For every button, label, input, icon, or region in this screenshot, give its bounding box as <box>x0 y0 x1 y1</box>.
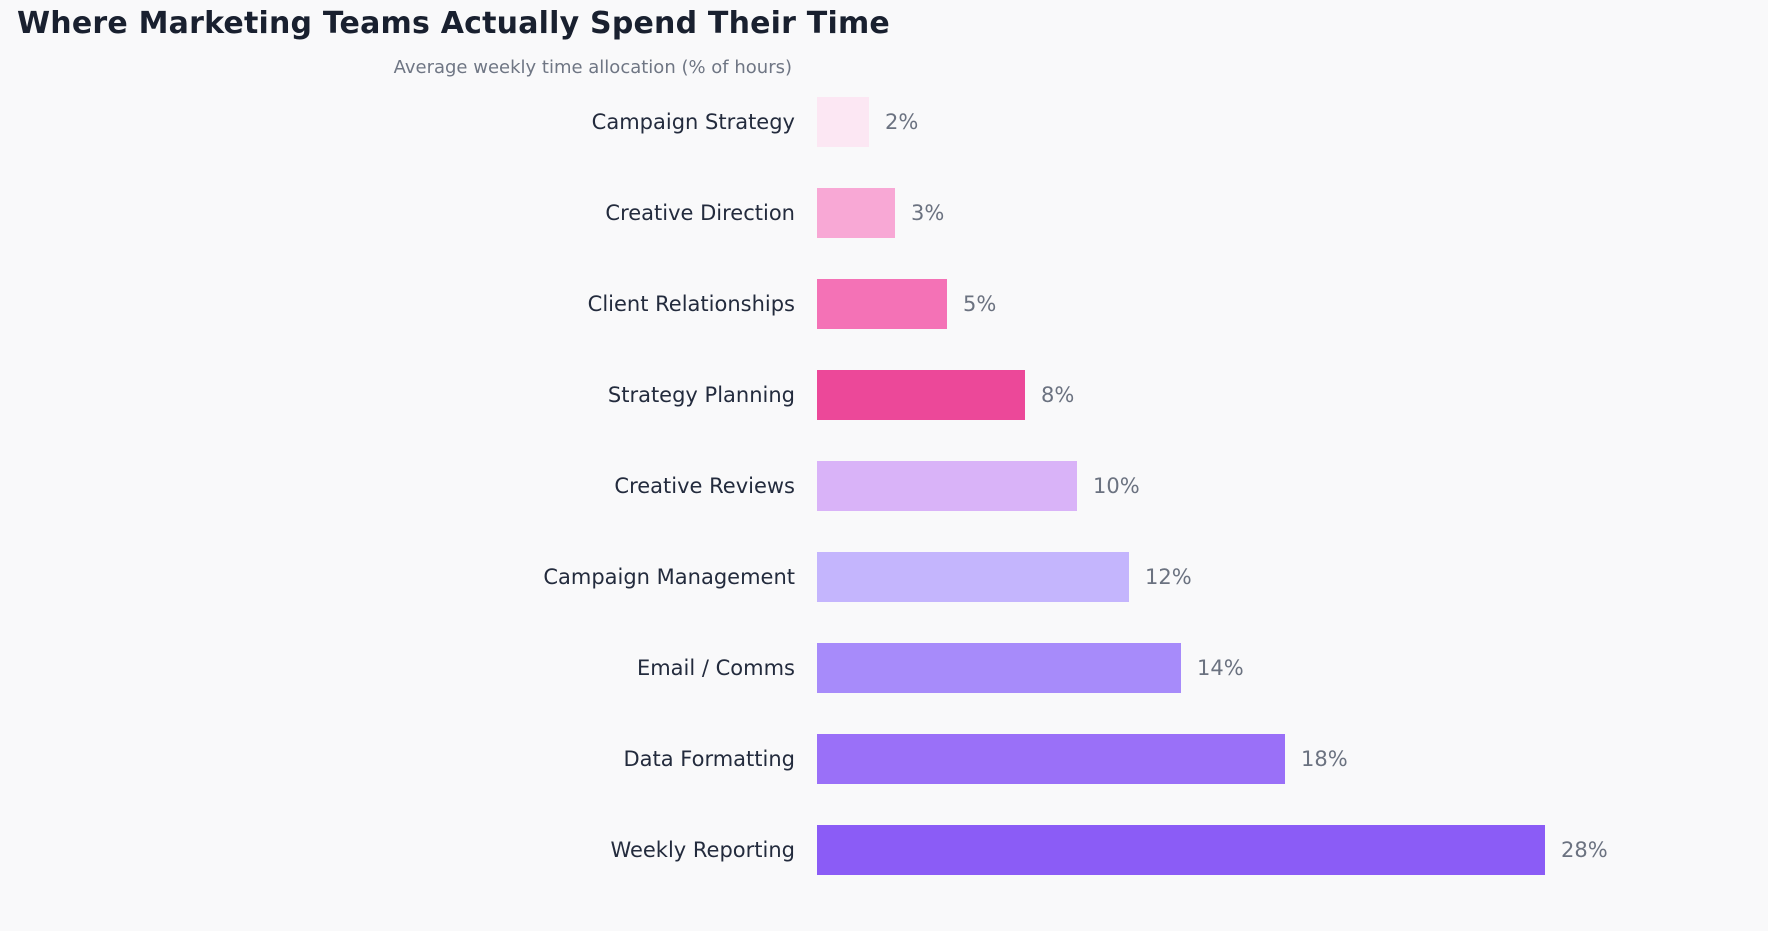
category-label: Client Relationships <box>587 292 795 316</box>
category-label: Strategy Planning <box>607 383 795 407</box>
bar-row: Campaign Strategy 2% <box>0 97 1768 147</box>
value-label: 12% <box>1145 565 1192 589</box>
value-label: 28% <box>1561 838 1608 862</box>
bar-track <box>817 97 869 147</box>
bar-row: Creative Direction 3% <box>0 188 1768 238</box>
bar-row: Weekly Reporting 28% <box>0 825 1768 875</box>
category-label: Data Formatting <box>623 747 795 771</box>
bar <box>817 734 1285 784</box>
value-label: 14% <box>1197 656 1244 680</box>
bar <box>817 188 895 238</box>
bar-row: Data Formatting 18% <box>0 734 1768 784</box>
chart-subtitle: Average weekly time allocation (% of hou… <box>393 57 792 78</box>
category-label: Campaign Management <box>543 565 795 589</box>
bar <box>817 279 947 329</box>
bar-track <box>817 461 1077 511</box>
bar <box>817 461 1077 511</box>
bar <box>817 643 1181 693</box>
value-label: 10% <box>1093 474 1140 498</box>
bar-row: Client Relationships 5% <box>0 279 1768 329</box>
chart-title: Where Marketing Teams Actually Spend The… <box>17 6 890 41</box>
category-label: Creative Reviews <box>614 474 795 498</box>
value-label: 18% <box>1301 747 1348 771</box>
bar-track <box>817 370 1025 420</box>
bar-row: Campaign Management 12% <box>0 552 1768 602</box>
value-label: 8% <box>1041 383 1075 407</box>
bar-track <box>817 279 947 329</box>
bar-track <box>817 643 1181 693</box>
bar <box>817 825 1545 875</box>
category-label: Campaign Strategy <box>591 110 795 134</box>
value-label: 2% <box>885 110 919 134</box>
value-label: 5% <box>963 292 997 316</box>
bar-track <box>817 552 1129 602</box>
bar-track <box>817 825 1545 875</box>
bar <box>817 97 869 147</box>
bar-row: Email / Comms 14% <box>0 643 1768 693</box>
bar-row: Creative Reviews 10% <box>0 461 1768 511</box>
bar-track <box>817 734 1285 784</box>
bar <box>817 552 1129 602</box>
bar <box>817 370 1025 420</box>
category-label: Weekly Reporting <box>610 838 795 862</box>
bar-row: Strategy Planning 8% <box>0 370 1768 420</box>
category-label: Creative Direction <box>605 201 795 225</box>
value-label: 3% <box>911 201 945 225</box>
category-label: Email / Comms <box>636 656 795 680</box>
bar-track <box>817 188 895 238</box>
